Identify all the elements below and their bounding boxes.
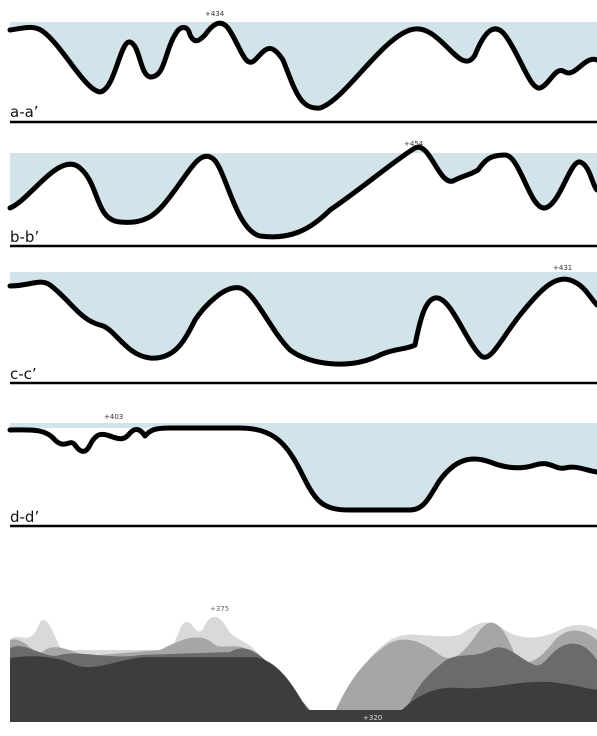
peak-label: +403 [104, 413, 123, 421]
sky-area [10, 147, 597, 237]
profile-label: d-d’ [10, 508, 39, 526]
profile-label: b-b’ [10, 228, 39, 246]
profiles-diagram: a-a’ +434 b-b’ +454 c-c’ +431 d-d’ +403 … [0, 0, 597, 736]
profile-b: b-b’ +454 [10, 140, 597, 246]
profile-label: c-c’ [10, 365, 37, 383]
peak-label: +434 [205, 10, 225, 18]
profile-label: a-a’ [10, 103, 39, 121]
valley-floor [300, 710, 420, 722]
peak-label: +454 [404, 140, 424, 148]
sky-area [10, 272, 597, 364]
profile-c: c-c’ +431 [10, 264, 597, 383]
peak-label: +431 [553, 264, 572, 272]
composite-silhouette: +375 +320 [10, 605, 597, 722]
profile-d: d-d’ +403 [10, 413, 597, 526]
low-label: +320 [363, 714, 382, 722]
profile-a: a-a’ +434 [10, 10, 597, 122]
peak-label: +375 [210, 605, 229, 613]
sky-area [10, 22, 597, 108]
